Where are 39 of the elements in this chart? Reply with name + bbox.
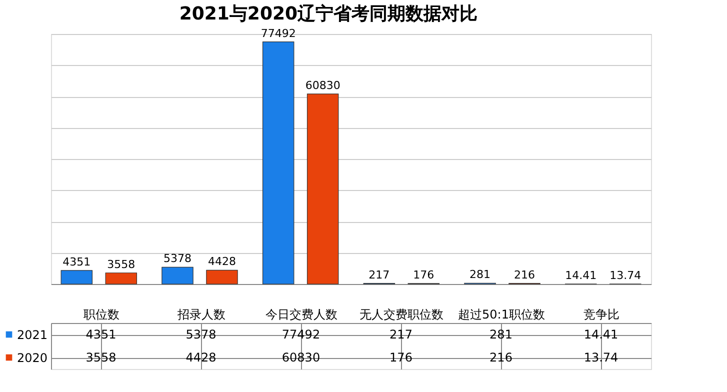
x-tick-label: 竞争比 [584, 308, 620, 322]
x-tick-label: 无人交费职位数 [360, 308, 444, 322]
text: 217 [390, 328, 412, 342]
data-label: 176 [413, 268, 434, 282]
x-tick-label: 职位数 [84, 308, 120, 322]
text: 77492 [282, 328, 320, 342]
text: 60830 [282, 350, 320, 364]
bar [162, 266, 194, 284]
data-label: 14.41 [565, 268, 597, 282]
data-label: 13.74 [610, 268, 642, 282]
bar [60, 270, 93, 284]
text: 3558 [86, 350, 116, 364]
bar [306, 94, 339, 284]
data-label: 217 [368, 268, 390, 282]
legend-label: 2021 [16, 328, 48, 342]
data-label: 216 [514, 268, 536, 282]
data-label: 4428 [208, 255, 236, 268]
text: 13.74 [584, 350, 618, 364]
legend-label: 2020 [16, 351, 48, 365]
text: 216 [490, 350, 512, 364]
data-label: 4351 [62, 255, 91, 268]
x-tick-label: 今日交费人数 [266, 308, 338, 322]
text: 281 [490, 328, 512, 342]
chart-title: 2021与2020辽宁省考同期数据对比 [179, 3, 478, 24]
data-label: 77492 [260, 26, 296, 40]
data-label: 60830 [305, 78, 340, 92]
x-tick-label: 招录人数 [176, 308, 226, 322]
data-label: 281 [470, 268, 491, 282]
text: 14.41 [584, 328, 618, 342]
text: 176 [390, 350, 412, 364]
data-label: 5378 [163, 252, 192, 266]
x-tick-label: 超过50:1职位数 [458, 308, 545, 322]
bar [206, 270, 238, 284]
bar [262, 42, 294, 284]
bar [105, 272, 138, 284]
text: 4351 [86, 328, 116, 342]
text: 5378 [186, 328, 216, 342]
text: 4428 [186, 350, 216, 364]
data-label: 3558 [107, 258, 136, 271]
